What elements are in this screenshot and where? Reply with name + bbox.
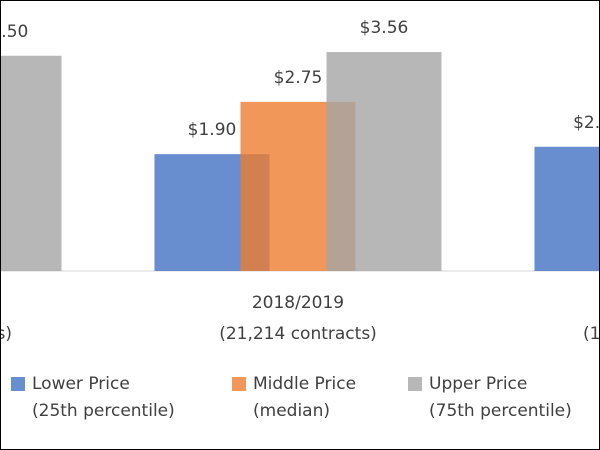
legend-label: (25th percentile)	[32, 401, 175, 421]
value-label: $2.0	[573, 113, 600, 133]
legend-label: Middle Price	[253, 374, 356, 394]
x-tick-label: (21,214 contracts)	[219, 324, 377, 344]
value-label: $3.56	[360, 18, 409, 38]
x-tick-label: (1	[583, 324, 600, 344]
legend-label: Upper Price	[429, 374, 527, 394]
value-label: $1.90	[188, 120, 237, 140]
legend-label: (75th percentile)	[429, 401, 572, 421]
value-label: $3.50	[0, 22, 28, 42]
bar	[0, 55, 62, 271]
legend-swatch	[11, 377, 25, 391]
legend-swatch	[232, 377, 246, 391]
value-label: $2.75	[274, 68, 323, 88]
bar	[534, 146, 600, 271]
x-tick-label: s)	[0, 324, 12, 344]
legend-label: Lower Price	[32, 374, 130, 394]
legend-swatch	[408, 377, 422, 391]
bar	[326, 52, 442, 272]
legend-label: (median)	[253, 401, 330, 421]
x-tick-label: 2018/2019	[252, 293, 344, 313]
